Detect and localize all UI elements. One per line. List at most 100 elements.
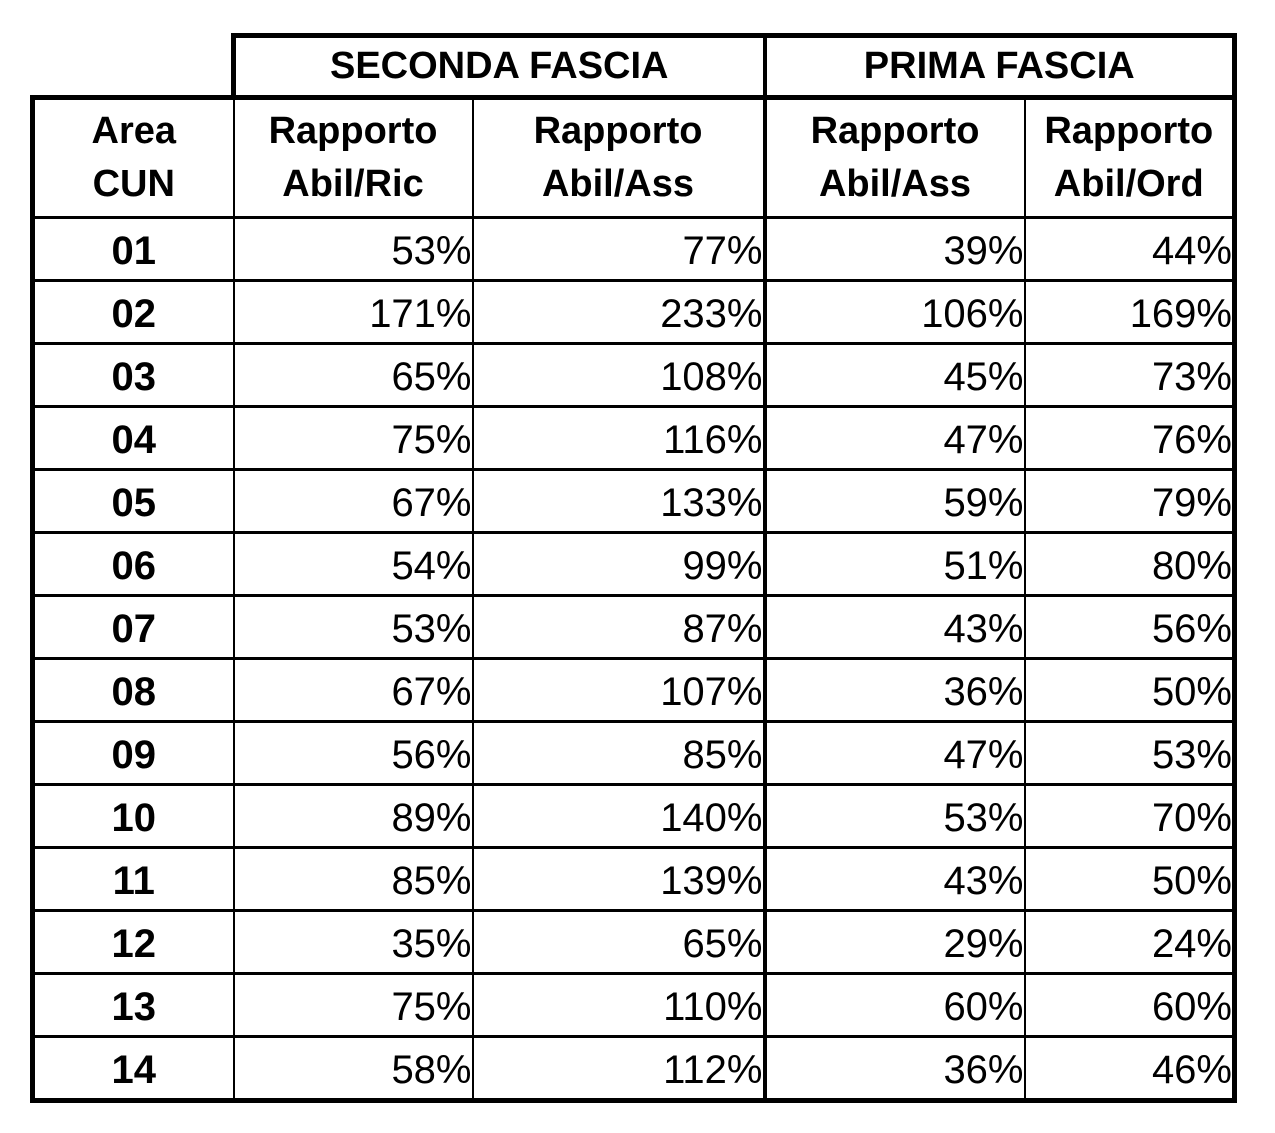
table-row: 01 53% 77% 39% 44%	[30, 216, 1237, 282]
seconda-abil-ric-cell: 58%	[232, 1035, 474, 1103]
table-row: 03 65% 108% 45% 73%	[30, 342, 1237, 408]
area-cun-cell: 12	[30, 909, 235, 975]
col-header-prima-abil-ord: Rapporto Abil/Ord	[1023, 95, 1237, 219]
prima-abil-ord-cell: 73%	[1023, 342, 1237, 408]
seconda-abil-ass-cell: 110%	[471, 972, 767, 1038]
prima-abil-ass-cell: 43%	[762, 594, 1026, 660]
seconda-abil-ass-cell: 87%	[471, 594, 767, 660]
seconda-abil-ass-cell: 99%	[471, 531, 767, 597]
prima-abil-ord-cell: 76%	[1023, 405, 1237, 471]
group-header-row: SECONDA FASCIA PRIMA FASCIA	[33, 33, 1237, 100]
prima-abil-ord-cell: 46%	[1023, 1035, 1237, 1103]
table-row: 02 171% 233% 106% 169%	[30, 279, 1237, 345]
seconda-abil-ric-cell: 75%	[232, 405, 474, 471]
seconda-abil-ass-cell: 116%	[471, 405, 767, 471]
col-header-prima-abil-ass: Rapporto Abil/Ass	[762, 95, 1026, 219]
seconda-abil-ass-cell: 139%	[471, 846, 767, 912]
prima-abil-ass-cell: 60%	[762, 972, 1026, 1038]
group-header-prima-fascia: PRIMA FASCIA	[762, 33, 1237, 100]
corner-spacer	[33, 36, 234, 98]
table-row: 04 75% 116% 47% 76%	[30, 405, 1237, 471]
prima-abil-ass-cell: 59%	[762, 468, 1026, 534]
area-cun-cell: 01	[30, 216, 235, 282]
table-row: 10 89% 140% 53% 70%	[30, 783, 1237, 849]
prima-abil-ass-cell: 36%	[762, 1035, 1026, 1103]
seconda-abil-ric-cell: 67%	[232, 657, 474, 723]
prima-abil-ord-cell: 80%	[1023, 531, 1237, 597]
prima-abil-ass-cell: 53%	[762, 783, 1026, 849]
column-header-row: Area CUN Rapporto Abil/Ric Rapporto Abil…	[30, 95, 1237, 219]
header-line: Area	[91, 109, 177, 152]
area-cun-cell: 10	[30, 783, 235, 849]
table-row: 08 67% 107% 36% 50%	[30, 657, 1237, 723]
seconda-abil-ric-cell: 85%	[232, 846, 474, 912]
prima-abil-ass-cell: 45%	[762, 342, 1026, 408]
prima-abil-ord-cell: 79%	[1023, 468, 1237, 534]
area-cun-cell: 05	[30, 468, 235, 534]
area-cun-cell: 11	[30, 846, 235, 912]
prima-abil-ord-cell: 70%	[1023, 783, 1237, 849]
table-row: 05 67% 133% 59% 79%	[30, 468, 1237, 534]
header-line: Rapporto	[533, 109, 703, 152]
header-line: Rapporto	[810, 109, 980, 152]
table-row: 09 56% 85% 47% 53%	[30, 720, 1237, 786]
seconda-abil-ric-cell: 56%	[232, 720, 474, 786]
header-line: Abil/Ass	[541, 163, 695, 205]
area-cun-cell: 04	[30, 405, 235, 471]
prima-abil-ass-cell: 43%	[762, 846, 1026, 912]
prima-abil-ass-cell: 51%	[762, 531, 1026, 597]
prima-abil-ord-cell: 50%	[1023, 657, 1237, 723]
table-row: 11 85% 139% 43% 50%	[30, 846, 1237, 912]
seconda-abil-ric-cell: 35%	[232, 909, 474, 975]
header-line: Abil/Ric	[282, 163, 424, 205]
prima-abil-ord-cell: 24%	[1023, 909, 1237, 975]
prima-abil-ass-cell: 39%	[762, 216, 1026, 282]
area-cun-cell: 03	[30, 342, 235, 408]
table-row: 12 35% 65% 29% 24%	[30, 909, 1237, 975]
seconda-abil-ass-cell: 112%	[471, 1035, 767, 1103]
header-line: Abil/Ord	[1053, 163, 1204, 205]
seconda-abil-ric-cell: 171%	[232, 279, 474, 345]
header-line: Rapporto	[1044, 109, 1214, 152]
header-line: Rapporto	[268, 109, 438, 152]
seconda-abil-ric-cell: 53%	[232, 594, 474, 660]
group-header-seconda-fascia: SECONDA FASCIA	[231, 33, 767, 100]
table-row: 13 75% 110% 60% 60%	[30, 972, 1237, 1038]
prima-abil-ord-cell: 44%	[1023, 216, 1237, 282]
seconda-abil-ass-cell: 85%	[471, 720, 767, 786]
area-cun-cell: 08	[30, 657, 235, 723]
seconda-abil-ric-cell: 89%	[232, 783, 474, 849]
prima-abil-ass-cell: 47%	[762, 405, 1026, 471]
header-line: CUN	[92, 163, 175, 205]
seconda-abil-ric-cell: 65%	[232, 342, 474, 408]
seconda-abil-ric-cell: 53%	[232, 216, 474, 282]
table-row: 07 53% 87% 43% 56%	[30, 594, 1237, 660]
seconda-abil-ass-cell: 233%	[471, 279, 767, 345]
col-header-seconda-abil-ric: Rapporto Abil/Ric	[232, 95, 474, 219]
prima-abil-ord-cell: 56%	[1023, 594, 1237, 660]
seconda-abil-ass-cell: 77%	[471, 216, 767, 282]
prima-abil-ass-cell: 47%	[762, 720, 1026, 786]
prima-abil-ord-cell: 50%	[1023, 846, 1237, 912]
col-header-area-cun: Area CUN	[30, 95, 235, 219]
header-line: Abil/Ass	[818, 163, 972, 205]
abilitazioni-fascia-table: SECONDA FASCIA PRIMA FASCIA Area CUN Rap…	[30, 33, 1237, 1103]
prima-abil-ass-cell: 29%	[762, 909, 1026, 975]
seconda-abil-ric-cell: 67%	[232, 468, 474, 534]
table-row: 14 58% 112% 36% 46%	[30, 1035, 1237, 1103]
seconda-abil-ric-cell: 54%	[232, 531, 474, 597]
area-cun-cell: 02	[30, 279, 235, 345]
seconda-abil-ass-cell: 108%	[471, 342, 767, 408]
prima-abil-ord-cell: 60%	[1023, 972, 1237, 1038]
prima-abil-ord-cell: 53%	[1023, 720, 1237, 786]
seconda-abil-ass-cell: 133%	[471, 468, 767, 534]
col-header-seconda-abil-ass: Rapporto Abil/Ass	[471, 95, 767, 219]
prima-abil-ord-cell: 169%	[1023, 279, 1237, 345]
area-cun-cell: 09	[30, 720, 235, 786]
area-cun-cell: 13	[30, 972, 235, 1038]
seconda-abil-ass-cell: 140%	[471, 783, 767, 849]
seconda-abil-ass-cell: 107%	[471, 657, 767, 723]
area-cun-cell: 07	[30, 594, 235, 660]
table-row: 06 54% 99% 51% 80%	[30, 531, 1237, 597]
